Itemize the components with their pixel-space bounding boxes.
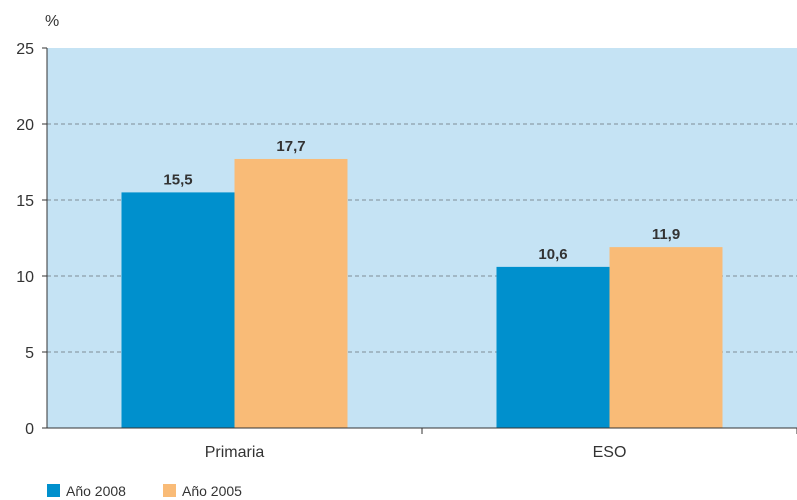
y-tick-label: 25 [16,41,34,58]
bar-eso-series-2 [609,247,723,428]
data-label: 11,9 [652,226,680,243]
data-label: 15,5 [163,171,192,188]
data-labels: 15,5 17,7 10,6 11,9 [163,138,680,263]
y-axis-unit-label: % [45,13,59,30]
data-label: 17,7 [276,138,305,155]
bars [121,158,723,428]
legend-swatch [163,484,176,497]
bar-primaria-series-1 [121,192,235,428]
bar-primaria-series-2 [234,158,348,428]
axes: 0 5 10 15 20 25 Primaria ESO [16,41,797,461]
bar-eso-series-1 [496,266,610,428]
legend: Año 2008 Año 2005 [47,483,242,499]
x-tick-label: ESO [593,444,627,461]
y-tick-label: 20 [16,117,34,134]
x-tick-label: Primaria [205,444,265,461]
legend-label: Año 2005 [182,483,242,499]
y-tick-label: 0 [25,421,34,438]
data-label: 10,6 [538,246,567,263]
y-tick-label: 10 [16,269,34,286]
legend-label: Año 2008 [66,483,126,499]
y-tick-label: 15 [16,193,34,210]
legend-swatch [47,484,60,497]
y-tick-label: 5 [25,345,34,362]
